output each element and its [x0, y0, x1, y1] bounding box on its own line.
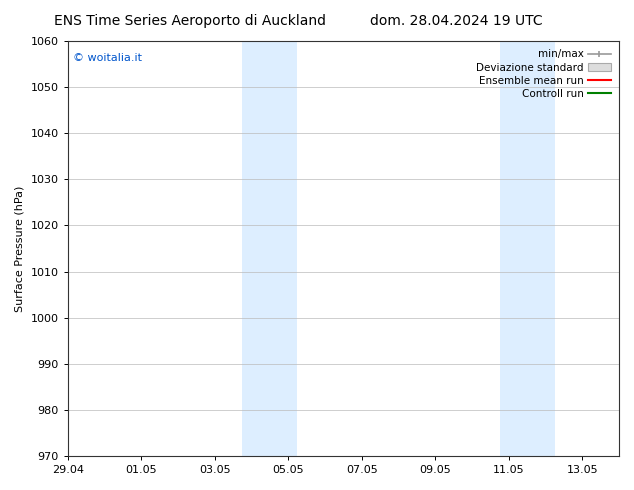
Bar: [500, 41, 555, 456]
Bar: [242, 41, 297, 456]
Y-axis label: Surface Pressure (hPa): Surface Pressure (hPa): [15, 185, 25, 312]
Text: dom. 28.04.2024 19 UTC: dom. 28.04.2024 19 UTC: [370, 14, 543, 28]
Legend: min/max, Deviazione standard, Ensemble mean run, Controll run: min/max, Deviazione standard, Ensemble m…: [473, 46, 614, 102]
Text: © woitalia.it: © woitalia.it: [73, 53, 142, 64]
Text: ENS Time Series Aeroporto di Auckland: ENS Time Series Aeroporto di Auckland: [54, 14, 327, 28]
